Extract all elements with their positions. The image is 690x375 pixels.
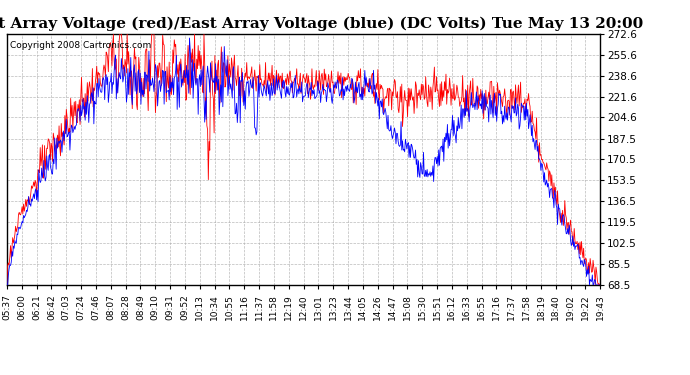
Text: Copyright 2008 Cartronics.com: Copyright 2008 Cartronics.com [10, 41, 151, 50]
Title: West Array Voltage (red)/East Array Voltage (blue) (DC Volts) Tue May 13 20:00: West Array Voltage (red)/East Array Volt… [0, 17, 643, 31]
